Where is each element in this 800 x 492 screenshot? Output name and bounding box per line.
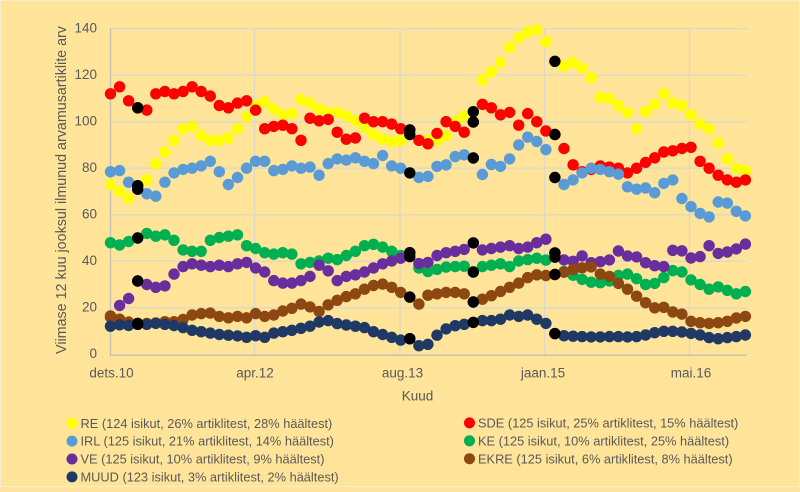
svg-text:120: 120	[74, 67, 97, 82]
svg-text:60: 60	[82, 206, 97, 221]
svg-text:KE (125 isikut, 10% artiklites: KE (125 isikut, 10% artiklitest, 25% hää…	[478, 433, 729, 448]
svg-text:80: 80	[82, 160, 97, 175]
svg-text:140: 140	[74, 20, 97, 35]
svg-text:apr.12: apr.12	[236, 366, 274, 381]
svg-text:IRL (125 isikut, 21% artiklite: IRL (125 isikut, 21% artiklitest, 14% hä…	[81, 434, 334, 449]
svg-text:Viimase 12 kuu jooksul ilmunud: Viimase 12 kuu jooksul ilmunud arvamusar…	[54, 25, 70, 354]
svg-text:mai.16: mai.16	[671, 366, 712, 381]
svg-text:0: 0	[89, 346, 97, 361]
svg-text:dets.10: dets.10	[89, 366, 133, 381]
svg-text:20: 20	[82, 299, 97, 314]
svg-text:aug.13: aug.13	[382, 366, 423, 381]
svg-text:MUUD (123 isikut, 3% artiklite: MUUD (123 isikut, 3% artiklitest, 2% hää…	[81, 470, 339, 485]
svg-text:100: 100	[74, 113, 97, 128]
svg-text:VE (125 isikut, 10% artiklites: VE (125 isikut, 10% artiklitest, 9% hääl…	[81, 452, 325, 467]
svg-text:jaan.15: jaan.15	[520, 366, 565, 381]
svg-text:40: 40	[82, 253, 97, 268]
svg-text:EKRE (125 isikut, 6% artiklite: EKRE (125 isikut, 6% artiklitest, 8% hää…	[478, 451, 733, 466]
svg-text:Kuud: Kuud	[402, 389, 434, 404]
svg-text:SDE (125 isikut, 25% artiklite: SDE (125 isikut, 25% artiklitest, 15% hä…	[478, 416, 738, 431]
svg-text:RE (124 isikut, 26% artiklites: RE (124 isikut, 26% artiklitest, 28% hää…	[81, 416, 333, 431]
